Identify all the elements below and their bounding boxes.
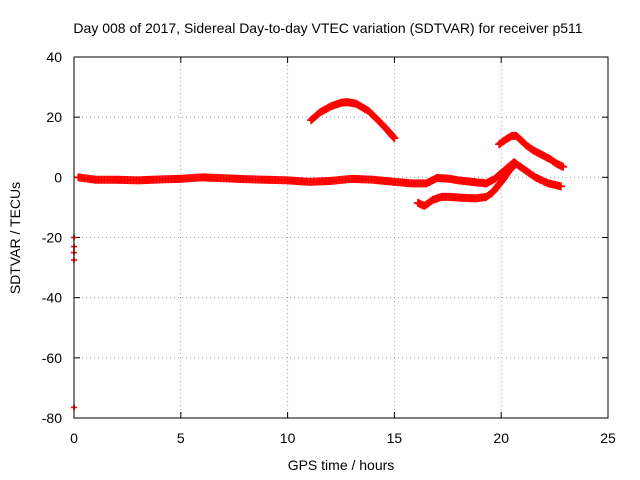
x-tick-label: 5 — [177, 430, 185, 446]
data-point — [390, 134, 399, 143]
data-point — [511, 160, 520, 169]
x-tick-label: 0 — [70, 430, 78, 446]
y-axis-label: SDTVAR / TECUs — [7, 182, 23, 294]
axis-ticks: 0 5 10 15 20 25 -80 -60 -40 -20 0 20 40 — [42, 49, 616, 446]
data-point — [557, 182, 566, 191]
data-points — [71, 98, 568, 411]
x-axis-label: GPS time / hours — [288, 457, 395, 473]
x-tick-label: 20 — [493, 430, 509, 446]
y-tick-label: 0 — [54, 169, 62, 185]
plot-frame — [73, 56, 609, 419]
y-tick-label: 40 — [46, 49, 62, 65]
y-tick-label: -60 — [42, 350, 62, 366]
y-tick-label: 20 — [46, 109, 62, 125]
data-point — [559, 162, 568, 171]
y-tick-label: -40 — [42, 290, 62, 306]
x-tick-label: 15 — [387, 430, 403, 446]
data-point — [512, 159, 521, 168]
y-tick-label: -80 — [42, 410, 62, 426]
data-point — [389, 133, 398, 142]
y-tick-label: -20 — [42, 230, 62, 246]
x-tick-label: 10 — [280, 430, 296, 446]
x-tick-label: 25 — [600, 430, 616, 446]
grid — [74, 57, 608, 418]
chart-title: Day 008 of 2017, Sidereal Day-to-day VTE… — [73, 20, 582, 36]
